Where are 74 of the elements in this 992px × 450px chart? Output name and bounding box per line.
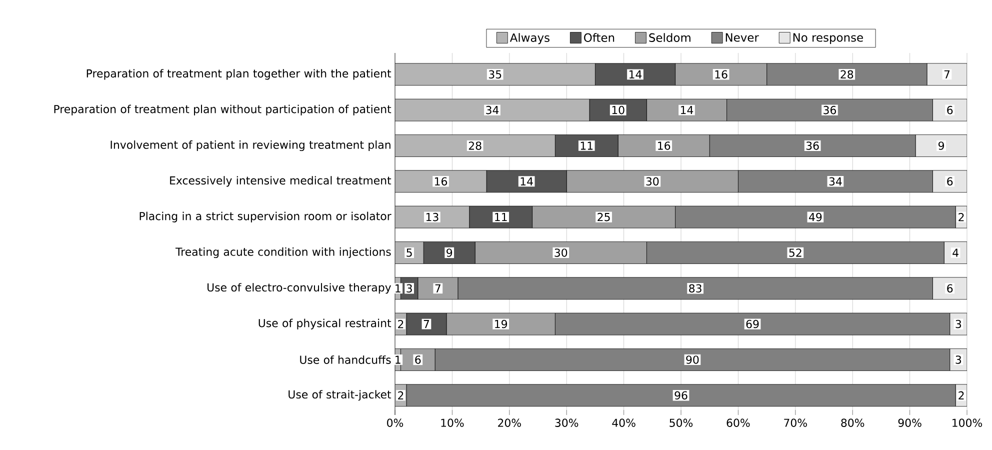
data-label: 3: [406, 284, 412, 293]
y-tick-label: Placing in a strict supervision room or isolator: [140, 212, 392, 222]
y-tick-label: Use of electro-convulsive therapy: [208, 283, 391, 294]
legend-label: Often: [584, 33, 614, 42]
data-label: 34: [829, 177, 842, 186]
y-tick-label: Preparation of treatment plan together with the patient: [86, 69, 392, 80]
x-tick-label: 0%: [387, 418, 404, 427]
data-label: 14: [520, 177, 533, 186]
data-label: 2: [398, 320, 404, 328]
data-label: 3: [956, 320, 962, 328]
data-label: 90: [686, 356, 699, 364]
y-tick-label: Involvement of patient in reviewing treatment plan: [110, 140, 390, 152]
data-label: 2: [958, 391, 964, 400]
x-tick-label: 10%: [441, 418, 464, 427]
x-tick-label: 30%: [555, 418, 578, 427]
data-label: 36: [824, 106, 836, 114]
data-label: 3: [956, 356, 962, 364]
x-tick-label: 100%: [952, 418, 982, 427]
data-label: 7: [944, 70, 950, 78]
y-tick-label: Excessively intensive medical treatment: [170, 176, 392, 187]
x-tick-label: 50%: [670, 418, 693, 427]
data-label: 6: [415, 356, 421, 364]
legend-label: No response: [793, 33, 863, 44]
legend-label: Seldom: [649, 33, 690, 42]
data-label: 13: [426, 212, 438, 222]
data-label: 9: [446, 248, 452, 257]
data-label: 11: [580, 142, 593, 150]
data-label: 69: [746, 320, 759, 328]
x-tick-label: 20%: [498, 418, 521, 427]
data-label: 2: [398, 391, 404, 400]
data-label: 6: [947, 106, 953, 114]
data-label: 2: [958, 212, 964, 222]
data-label: 7: [424, 320, 430, 328]
y-tick-label: Use of strait-jacket: [288, 390, 392, 401]
data-label: 34: [486, 106, 499, 114]
data-label: 36: [806, 142, 819, 150]
x-tick-label: 90%: [898, 418, 922, 427]
y-tick-label: Treating acute condition with injections: [175, 247, 391, 258]
data-label: 83: [689, 284, 702, 293]
data-label: 28: [840, 70, 854, 79]
x-tick-label: 40%: [612, 418, 636, 427]
data-label: 16: [658, 142, 670, 150]
legend-label: Always: [510, 33, 550, 44]
y-tick-label: Use of handcuffs: [300, 355, 391, 364]
data-label: 14: [629, 70, 642, 78]
data-label: 1: [396, 356, 400, 364]
legend-label: Never: [726, 33, 759, 42]
x-tick-label: 70%: [784, 418, 807, 427]
bar: [395, 242, 424, 264]
data-label: 4: [952, 248, 958, 257]
data-label: 1: [396, 284, 400, 292]
data-label: 10: [612, 106, 624, 114]
data-label: 35: [488, 70, 502, 79]
data-label: 28: [468, 142, 482, 150]
data-label: 14: [680, 106, 694, 114]
y-tick-label: Preparation of treatment plan without participation of patient: [54, 104, 392, 116]
x-tick-label: 60%: [726, 418, 750, 427]
data-label: 16: [715, 70, 728, 79]
x-tick-label: 80%: [841, 418, 864, 427]
data-label: 19: [495, 320, 508, 328]
data-label: 6: [947, 177, 953, 186]
y-tick-label: Use of physical restraint: [258, 318, 392, 330]
data-label: 25: [598, 212, 610, 222]
data-label: 52: [789, 248, 802, 257]
data-label: 30: [646, 177, 659, 186]
data-label: 96: [674, 391, 688, 400]
data-label: 7: [435, 284, 440, 292]
data-label: 9: [938, 142, 944, 150]
data-label: 16: [435, 177, 448, 186]
data-label: 11: [495, 213, 507, 222]
data-label: 30: [554, 248, 568, 257]
data-label: 49: [808, 212, 822, 222]
data-label: 5: [406, 248, 412, 257]
data-label: 6: [947, 284, 953, 293]
